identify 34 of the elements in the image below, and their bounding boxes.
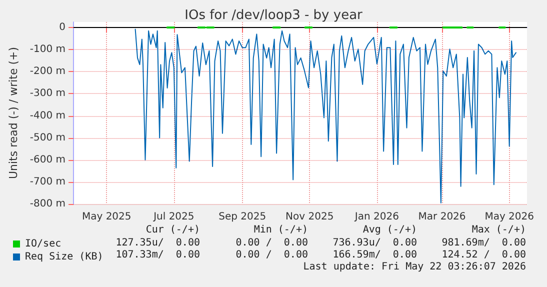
- y-tick-label: -700 m: [30, 176, 66, 188]
- text: 124.52 / 0.00: [442, 250, 526, 260]
- x-tick-label: Nov 2025: [286, 212, 334, 222]
- legend-label: Req Size (KB): [25, 252, 104, 262]
- text: 166.59m/ 0.00: [332, 250, 417, 260]
- text: Cur (-/+): [146, 224, 200, 236]
- x-tick-label: May 2025: [82, 212, 132, 222]
- text: Min (-/+): [254, 224, 308, 236]
- legend-label: IO/sec: [25, 238, 62, 250]
- text: Max (-/+): [472, 224, 526, 236]
- y-tick-label: -800 m: [30, 198, 66, 210]
- chart-title: IOs for /dev/loop3 - by year: [184, 8, 364, 23]
- text: Last update: Fri May 22 03:26:07 2026: [303, 262, 526, 272]
- text: 981.69m/ 0.00: [442, 238, 526, 248]
- text: 127.35u/ 0.00: [116, 238, 200, 248]
- x-tick-label: Mar 2026: [418, 212, 466, 222]
- text: 0.00 / 0.00: [236, 250, 308, 260]
- y-tick-label: -200 m: [30, 66, 66, 78]
- y-tick-label: 0: [59, 22, 66, 34]
- y-tick-label: -100 m: [30, 44, 66, 56]
- y-tick-label: -600 m: [30, 154, 66, 166]
- text: 0.00 / 0.00: [236, 238, 308, 248]
- x-tick-label: Jul 2025: [152, 212, 194, 222]
- y-tick-label: -300 m: [30, 88, 66, 100]
- x-tick-label: May 2026: [484, 212, 534, 222]
- text: 107.33m/ 0.00: [116, 250, 200, 260]
- y-tick-label: -400 m: [30, 110, 66, 122]
- line-series: [134, 28, 516, 204]
- x-tick-label: Sep 2025: [218, 212, 266, 222]
- y-axis-title: Units read (-) / write (+): [7, 46, 20, 180]
- x-tick-label: Jan 2026: [354, 212, 399, 222]
- y-tick-label: -500 m: [30, 132, 66, 144]
- text: Avg (-/+): [362, 224, 417, 236]
- text: 736.93u/ 0.00: [332, 238, 417, 248]
